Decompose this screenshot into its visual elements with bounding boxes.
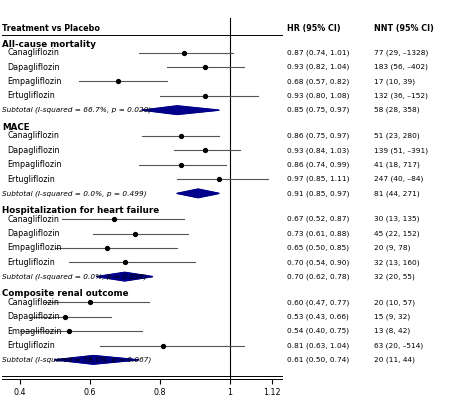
Text: 13 (8, 42): 13 (8, 42) [374,328,410,335]
Polygon shape [177,189,219,198]
Text: 183 (56, –402): 183 (56, –402) [374,64,428,70]
Polygon shape [142,106,219,114]
Text: Canagliflozin: Canagliflozin [7,215,59,224]
Text: 45 (22, 152): 45 (22, 152) [374,230,420,237]
Text: Hospitalization for heart failure: Hospitalization for heart failure [2,206,159,215]
Text: 20 (9, 78): 20 (9, 78) [374,245,411,251]
Text: 0.61 (0.50, 0.74): 0.61 (0.50, 0.74) [287,357,349,363]
Text: MACE: MACE [2,123,30,132]
Text: 0.97 (0.85, 1.11): 0.97 (0.85, 1.11) [287,176,349,182]
Text: Ertugliflozin: Ertugliflozin [7,91,55,100]
Text: 0.54 (0.40, 0.75): 0.54 (0.40, 0.75) [287,328,349,335]
Text: 247 (40, –84): 247 (40, –84) [374,176,424,182]
Text: 0.67 (0.52, 0.87): 0.67 (0.52, 0.87) [287,216,349,223]
Text: 0.70 (0.54, 0.90): 0.70 (0.54, 0.90) [287,259,349,265]
Polygon shape [97,272,153,281]
Text: Empagliflozin: Empagliflozin [7,327,62,336]
Text: 77 (29, –1328): 77 (29, –1328) [374,50,429,56]
Polygon shape [55,356,139,364]
Text: Empagliflozin: Empagliflozin [7,160,62,169]
Text: Canagliflozin: Canagliflozin [7,298,59,307]
Text: 17 (10, 39): 17 (10, 39) [374,78,416,85]
Text: 139 (51, –391): 139 (51, –391) [374,147,428,153]
Text: Dapagliflozin: Dapagliflozin [7,312,60,321]
Text: NNT (95% CI): NNT (95% CI) [374,24,434,33]
Text: 0.81 (0.63, 1.04): 0.81 (0.63, 1.04) [287,342,349,349]
Text: 0.93 (0.84, 1.03): 0.93 (0.84, 1.03) [287,147,349,153]
Text: Subtotal (I-squared = 0.0%, p = 0.499): Subtotal (I-squared = 0.0%, p = 0.499) [2,190,147,197]
Text: Subtotal (I-squared = 66.7%, p = 0.029): Subtotal (I-squared = 66.7%, p = 0.029) [2,107,152,114]
Text: 41 (18, 717): 41 (18, 717) [374,162,420,168]
Text: Dapagliflozin: Dapagliflozin [7,229,60,238]
Text: Ertugliflozin: Ertugliflozin [7,258,55,267]
Text: All-cause mortality: All-cause mortality [2,39,96,49]
Text: Subtotal (I-squared = 0.0%, p = 0.896): Subtotal (I-squared = 0.0%, p = 0.896) [2,274,147,280]
Text: Composite renal outcome: Composite renal outcome [2,289,129,298]
Text: 51 (23, 280): 51 (23, 280) [374,133,420,139]
Text: 81 (44, 271): 81 (44, 271) [374,190,420,197]
Text: 0.86 (0.75, 0.97): 0.86 (0.75, 0.97) [287,133,349,139]
Text: 63 (20, –514): 63 (20, –514) [374,342,424,349]
Text: 0.68 (0.57, 0.82): 0.68 (0.57, 0.82) [287,78,349,85]
Text: Subtotal (I-squared = 58.1%, p = 0.067): Subtotal (I-squared = 58.1%, p = 0.067) [2,357,152,363]
Text: Empagliflozin: Empagliflozin [7,243,62,252]
Text: 32 (13, 160): 32 (13, 160) [374,259,420,265]
Text: 0.87 (0.74, 1.01): 0.87 (0.74, 1.01) [287,50,349,56]
Text: 0.85 (0.75, 0.97): 0.85 (0.75, 0.97) [287,107,349,114]
Text: 0.65 (0.50, 0.85): 0.65 (0.50, 0.85) [287,245,349,251]
Text: 0.60 (0.47, 0.77): 0.60 (0.47, 0.77) [287,299,349,306]
Text: Canagliflozin: Canagliflozin [7,131,59,140]
Text: 0.70 (0.62, 0.78): 0.70 (0.62, 0.78) [287,274,349,280]
Text: 0.91 (0.85, 0.97): 0.91 (0.85, 0.97) [287,190,349,197]
Text: 0.93 (0.80, 1.08): 0.93 (0.80, 1.08) [287,92,349,99]
Text: 0.93 (0.82, 1.04): 0.93 (0.82, 1.04) [287,64,349,70]
Text: Ertugliflozin: Ertugliflozin [7,341,55,350]
Text: Dapagliflozin: Dapagliflozin [7,146,60,155]
Text: Treatment vs Placebo: Treatment vs Placebo [2,24,100,33]
Text: 0.73 (0.61, 0.88): 0.73 (0.61, 0.88) [287,230,349,237]
Text: 0.53 (0.43, 0.66): 0.53 (0.43, 0.66) [287,313,349,320]
Text: 0.86 (0.74, 0.99): 0.86 (0.74, 0.99) [287,162,349,168]
Text: 32 (20, 55): 32 (20, 55) [374,274,415,280]
Text: Dapagliflozin: Dapagliflozin [7,63,60,72]
Text: HR (95% CI): HR (95% CI) [287,24,340,33]
Text: 58 (28, 358): 58 (28, 358) [374,107,420,114]
Text: 30 (13, 135): 30 (13, 135) [374,216,420,223]
Text: 132 (36, –152): 132 (36, –152) [374,92,428,99]
Text: 15 (9, 32): 15 (9, 32) [374,313,410,320]
Text: Empagliflozin: Empagliflozin [7,77,62,86]
Text: Ertugliflozin: Ertugliflozin [7,175,55,184]
Text: 20 (10, 57): 20 (10, 57) [374,299,416,306]
Text: Canagliflozin: Canagliflozin [7,48,59,57]
Text: 20 (11, 44): 20 (11, 44) [374,357,415,363]
